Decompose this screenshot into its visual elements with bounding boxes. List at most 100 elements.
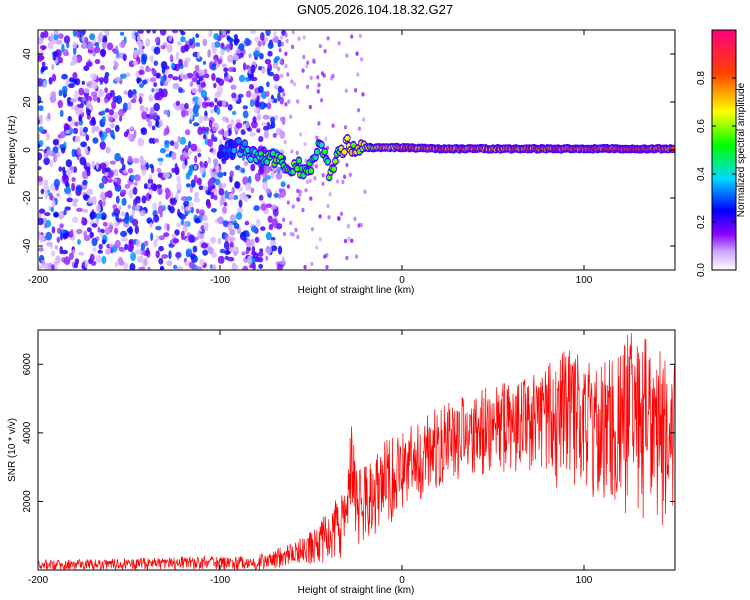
heatmap-noise-cell <box>102 221 108 227</box>
heatmap-noise-cell <box>188 261 195 269</box>
heatmap-noise-cell <box>250 187 255 194</box>
heatmap-noise-cell <box>41 259 46 266</box>
heatmap-noise-cell <box>135 40 143 45</box>
heatmap-noise-cell <box>223 171 227 176</box>
heatmap-noise-cell <box>303 264 307 270</box>
heatmap-noise-cell <box>249 131 256 137</box>
heatmap-noise-cell <box>76 207 83 212</box>
heatmap-ridge-cell <box>228 140 234 146</box>
heatmap-noise-cell <box>180 36 186 43</box>
heatmap-noise-cell <box>74 90 80 100</box>
snr-axes: -200 -100 0 100 6000 4000 2000 <box>22 330 675 586</box>
heatmap-noise-cell <box>315 135 319 140</box>
heatmap-noise-cell <box>38 166 42 171</box>
heatmap-noise-cell <box>86 227 92 233</box>
heatmap-noise-cell <box>174 166 180 175</box>
heatmap-noise-cell <box>326 203 330 209</box>
heatmap-noise-cell <box>120 31 125 36</box>
heatmap-noise-cell <box>226 30 231 34</box>
heatmap-ridge-cell <box>270 150 276 156</box>
heatmap-noise-cell <box>50 206 55 213</box>
heatmap-noise-cell <box>191 77 197 83</box>
heatmap-noise-cell <box>220 49 225 56</box>
heatmap-noise-cell <box>185 196 193 202</box>
heatmap-noise-cell <box>287 99 291 104</box>
heatmap-noise-cell <box>133 181 138 187</box>
heatmap-noise-cell <box>214 91 222 98</box>
heatmap-noise-cell <box>44 212 51 217</box>
heatmap-noise-cell <box>157 186 163 196</box>
heatmap-noise-cell <box>223 130 229 138</box>
heatmap-noise-cell <box>43 183 49 193</box>
heatmap-noise-cell <box>143 257 148 266</box>
heatmap-noise-cell <box>208 178 214 187</box>
heatmap-noise-cell <box>79 126 83 135</box>
heatmap-noise-cell <box>317 82 321 88</box>
heatmap-noise-cell <box>250 71 254 80</box>
heatmap-noise-cell <box>175 100 181 107</box>
heatmap-noise-cell <box>284 102 288 107</box>
heatmap-noise-cell <box>294 227 298 233</box>
heatmap-noise-cell <box>273 98 278 104</box>
heatmap-noise-cell <box>199 161 203 167</box>
heatmap-noise-cell <box>270 116 276 124</box>
heatmap-noise-cell <box>305 179 310 185</box>
heatmap-noise-cell <box>229 241 234 250</box>
heatmap-noise-cell <box>196 177 202 186</box>
heatmap-ridge-cell <box>227 147 232 153</box>
heatmap-noise-cell <box>211 41 216 50</box>
heatmap-noise-cell <box>132 157 140 164</box>
heatmap-noise-cell <box>194 217 201 224</box>
heatmap-noise-cell <box>134 225 139 235</box>
heatmap-noise-cell <box>265 203 273 208</box>
heatmap-y-tick-label: 0 <box>22 147 33 153</box>
heatmap-noise-cell <box>109 160 117 165</box>
heatmap-noise-cell <box>262 171 268 180</box>
heatmap-noise-cell <box>160 266 165 270</box>
heatmap-ylabel: Frequency (Hz) <box>7 116 18 185</box>
heatmap-noise-cell <box>54 244 59 250</box>
heatmap-noise-cell <box>217 237 222 245</box>
heatmap-noise-cell <box>345 255 349 261</box>
heatmap-noise-cell <box>78 251 85 256</box>
heatmap-noise-cell <box>59 131 66 139</box>
heatmap-noise-cell <box>303 142 307 147</box>
heatmap-noise-cell <box>193 174 198 184</box>
heatmap-panel: -200 -100 0 100 40 20 0 -20 -40 Height of straig… <box>7 29 676 296</box>
heatmap-noise-cell <box>50 91 57 99</box>
heatmap-noise-cell <box>85 61 93 68</box>
heatmap-ridge-cell <box>351 142 356 148</box>
heatmap-noise-cell <box>207 246 214 255</box>
heatmap-noise-cell <box>127 133 133 141</box>
heatmap-noise-cell <box>316 89 320 94</box>
heatmap-ridge-cell <box>314 149 320 155</box>
heatmap-noise-cell <box>192 245 198 253</box>
heatmap-noise-cell <box>235 119 241 124</box>
heatmap-noise-cell <box>106 42 114 51</box>
heatmap-noise-cell <box>203 68 208 75</box>
heatmap-noise-cell <box>279 88 285 93</box>
heatmap-noise-cell <box>61 85 68 95</box>
heatmap-noise-cell <box>45 231 53 241</box>
heatmap-noise-cell <box>61 73 68 80</box>
heatmap-noise-cell <box>96 204 101 214</box>
heatmap-noise-cell <box>284 51 288 56</box>
heatmap-noise-cell <box>129 263 136 270</box>
heatmap-noise-cell <box>158 245 165 252</box>
heatmap-noise-cell <box>73 127 79 135</box>
heatmap-noise-cell <box>62 175 69 184</box>
heatmap-noise-cell <box>90 260 97 266</box>
heatmap-noise-cell <box>86 188 94 196</box>
heatmap-noise-cell <box>101 239 106 245</box>
heatmap-noise-cell <box>188 140 192 149</box>
heatmap-noise-cell <box>109 89 116 98</box>
heatmap-noise-cell <box>194 64 200 72</box>
heatmap-noise-cell <box>82 41 87 47</box>
heatmap-noise-cell <box>61 249 69 255</box>
heatmap-noise-cell <box>176 222 182 228</box>
heatmap-noise-cell <box>92 137 99 144</box>
heatmap-noise-cell <box>265 245 272 254</box>
heatmap-noise-cell <box>168 35 173 42</box>
heatmap-noise-cell <box>107 178 113 183</box>
heatmap-noise-cell <box>301 207 305 213</box>
